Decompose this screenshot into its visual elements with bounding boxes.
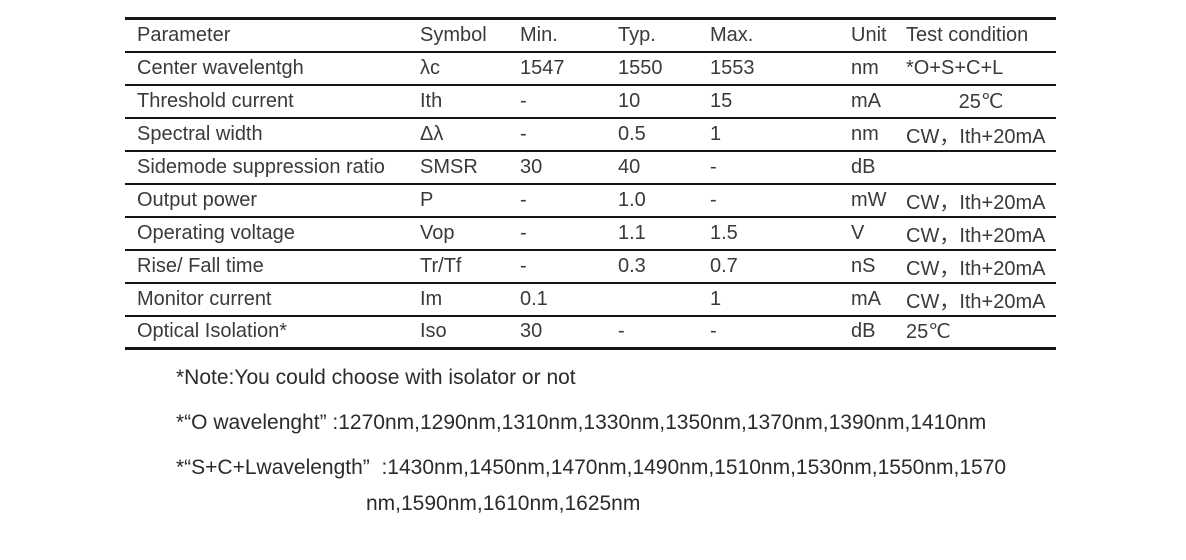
value-cell: P (420, 183, 520, 218)
value-cell: V (851, 216, 906, 251)
value-cell: - (710, 183, 851, 218)
value-cell: - (520, 216, 618, 251)
spec-table-header-row: Parameter Symbol Min. Typ. Max. Unit Test cond… (125, 18, 1056, 53)
value-cell: 1553 (710, 51, 851, 86)
value-cell: Δλ (420, 117, 520, 152)
value-cell: mW (851, 183, 906, 218)
value-cell: mA (851, 84, 906, 119)
note-scl-wavelength-line1: *“S+C+Lwavelength” :1430nm,1450nm,1470nm… (176, 456, 1007, 479)
parameter-cell: Optical Isolation* (137, 320, 288, 343)
value-cell: Im (420, 282, 520, 317)
column-header-unit: Unit (851, 18, 906, 53)
table-row: Sidemode suppression ratio SMSR 30 40- dB (125, 150, 1056, 185)
table-row: Rise/ Fall time Tr/Tf -0.3 0.7 nS CW，Ith+20mA (125, 249, 1056, 284)
table-row: Operating voltage Vop -1.1 1.5 V CW，Ith+20mA (125, 216, 1056, 251)
value-cell: 15 (710, 84, 851, 119)
table-row: Threshold current Ith -10 15 mA 25℃ (125, 84, 1056, 119)
note-scl-wavelength-line2: nm,1590nm,1610nm,1625nm (366, 492, 641, 515)
value-cell: SMSR (420, 150, 520, 185)
value-cell: 25℃ (906, 84, 1056, 119)
table-row: Monitor current Im 0.1 1 mA CW，Ith+20mA (125, 282, 1056, 317)
value-cell: - (520, 249, 618, 284)
parameter-cell: Operating voltage (125, 216, 420, 251)
value-cell: - (520, 117, 618, 152)
value-cell: λc (420, 51, 520, 86)
value-cell: - (618, 320, 625, 343)
value-cell: 1.1 (618, 216, 710, 251)
value-cell: dB (851, 150, 906, 185)
value-cell: 0.3 (618, 249, 710, 284)
value-cell: - (520, 183, 618, 218)
value-cell: 1.0 (618, 183, 710, 218)
column-header-parameter: Parameter (125, 18, 420, 53)
note-isolator: *Note:You could choose with isolator or … (176, 366, 576, 389)
value-cell: dB (851, 320, 876, 343)
value-cell: nm (851, 117, 906, 152)
parameter-cell: Threshold current (125, 84, 420, 119)
parameter-cell: Monitor current (125, 282, 420, 317)
value-cell: 25℃ (906, 321, 951, 344)
value-cell: 0.7 (710, 249, 851, 284)
spec-table: Parameter Symbol Min. Typ. Max. Unit Test cond… (125, 17, 1056, 350)
value-cell: *O+S+C+L (906, 51, 1056, 86)
value-cell: 1547 (520, 51, 618, 86)
value-cell: 30 (520, 150, 618, 185)
column-header-min: Min. (520, 18, 618, 53)
column-header-max: Max. (710, 18, 851, 53)
value-cell: - (520, 84, 618, 119)
value-cell: 1550 (618, 51, 710, 86)
value-cell (618, 282, 710, 317)
value-cell: 0.1 (520, 282, 618, 317)
column-header-test-condition: Test condition (906, 18, 1056, 53)
value-cell: 40 (618, 150, 710, 185)
value-cell: nS (851, 249, 906, 284)
table-row: Optical Isolation* Iso 30 - - dB 25℃ (125, 316, 1056, 349)
parameter-cell: Spectral width (125, 117, 420, 152)
value-cell: mA (851, 282, 906, 317)
value-cell: 1 (710, 282, 851, 317)
value-cell: CW，Ith+20mA (906, 117, 1056, 152)
value-cell: Iso (420, 320, 447, 343)
value-cell: Tr/Tf (420, 249, 520, 284)
spec-table-body: Center wavelentgh λc 1547 1550 1553 nm *O+S+C+… (125, 51, 1056, 349)
table-row: Center wavelentgh λc 1547 1550 1553 nm *O+S+C+… (125, 51, 1056, 86)
value-cell: CW，Ith+20mA (906, 282, 1056, 317)
value-cell: 1.5 (710, 216, 851, 251)
value-cell: - (710, 150, 851, 185)
value-cell: nm (851, 51, 906, 86)
value-cell: CW，Ith+20mA (906, 249, 1056, 284)
column-header-typ: Typ. (618, 18, 710, 53)
value-cell: CW，Ith+20mA (906, 183, 1056, 218)
value-cell: Vop (420, 216, 520, 251)
column-header-symbol: Symbol (420, 18, 520, 53)
table-row: Output power P -1.0- mW CW，Ith+20mA (125, 183, 1056, 218)
parameter-cell: Sidemode suppression ratio (125, 150, 420, 185)
parameter-cell: Center wavelentgh (125, 51, 420, 86)
value-cell: 0.5 (618, 117, 710, 152)
value-cell: 30 (520, 320, 543, 343)
value-cell: Ith (420, 84, 520, 119)
value-cell (906, 150, 1056, 185)
parameter-cell: Output power (125, 183, 420, 218)
note-o-wavelength: *“O wavelenght” :1270nm,1290nm,1310nm,13… (176, 411, 987, 434)
table-row: Spectral width Δλ -0.5 1 nm CW，Ith+20mA (125, 117, 1056, 152)
value-cell: - (710, 320, 717, 343)
value-cell: 1 (710, 117, 851, 152)
value-cell: CW，Ith+20mA (906, 216, 1056, 251)
value-cell: 10 (618, 84, 710, 119)
parameter-cell: Rise/ Fall time (125, 249, 420, 284)
